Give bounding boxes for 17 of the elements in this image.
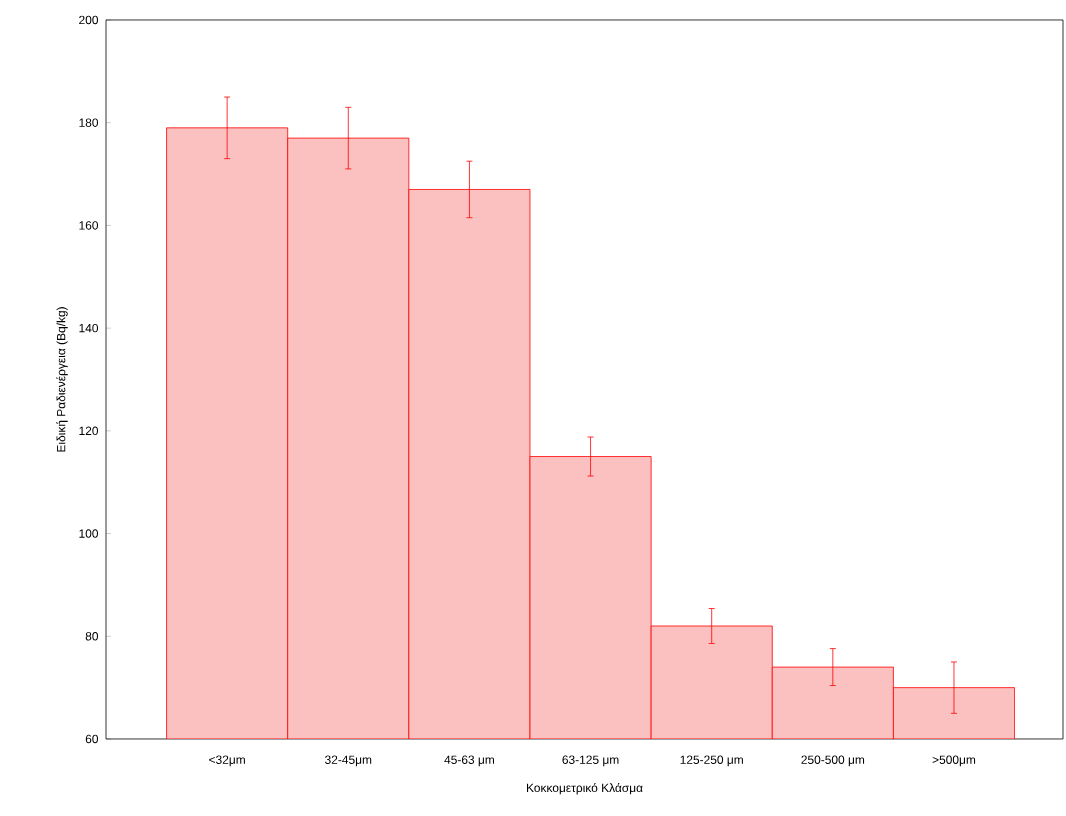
y-tick-label: 80 — [85, 632, 99, 641]
y-tick-label: 200 — [79, 15, 99, 25]
x-tick-label: <32μm — [209, 755, 245, 767]
x-tick-label: >500μm — [932, 755, 976, 767]
y-axis-title: Ειδική Ραδιενέργεια (Bq/kg) — [56, 307, 68, 452]
y-tick-label: 140 — [79, 323, 99, 333]
y-tick-label: 120 — [79, 426, 99, 436]
y-tick-label: 60 — [85, 734, 99, 744]
y-tick-label: 180 — [79, 118, 99, 127]
x-tick-label: 63-125 μm — [562, 755, 619, 767]
x-axis-title: Κοκκομετρικό Κλάσμα — [526, 782, 643, 795]
y-tick-label: 100 — [79, 529, 99, 538]
y-tick-label: 160 — [79, 221, 99, 230]
x-tick-label: 250-500 μm — [801, 755, 865, 767]
x-tick-label: 125-250 μm — [680, 755, 743, 767]
x-tick-label: 32-45μm — [325, 755, 372, 767]
x-tick-label: 45-63 μm — [444, 755, 494, 767]
